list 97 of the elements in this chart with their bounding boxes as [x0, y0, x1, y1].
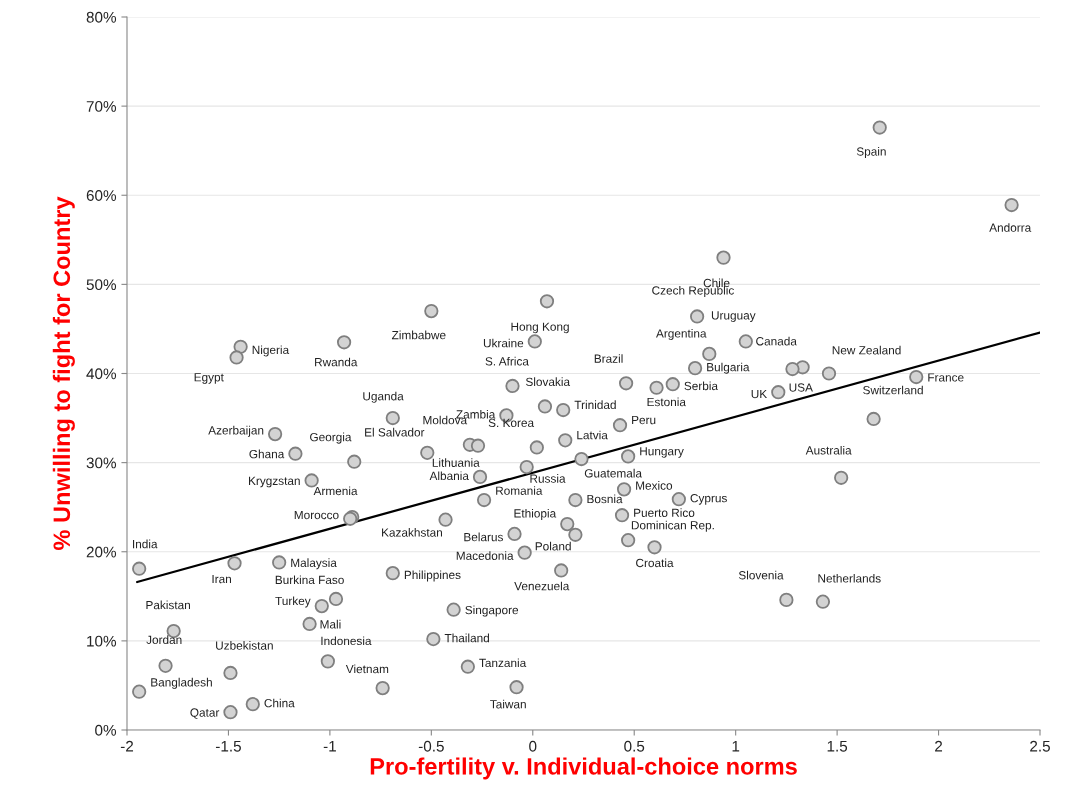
- annotation: Chile: [703, 278, 730, 288]
- x-axis-title: Pro-fertility v. Individual-choice norms: [370, 757, 797, 780]
- x-tick-label: 1: [732, 740, 740, 752]
- x-tick-label: 2.5: [1030, 740, 1050, 752]
- annotation: Ghana: [249, 449, 285, 459]
- annotation: Dominican Rep.: [631, 520, 714, 532]
- y-tick-label: 40%: [86, 368, 117, 380]
- annotation: Morocco: [294, 510, 339, 520]
- annotation: Trinidad: [574, 400, 616, 410]
- annotation: Poland: [535, 541, 571, 551]
- annotation: Thailand: [444, 633, 489, 643]
- y-tick-label: 80%: [86, 11, 117, 23]
- annotation: Egypt: [194, 373, 224, 384]
- annotation: Lithuania: [432, 458, 480, 467]
- annotation: Serbia: [684, 381, 719, 391]
- annotation: Azerbaijan: [208, 425, 264, 437]
- annotation: France: [928, 373, 964, 382]
- annotation: Romania: [496, 486, 543, 495]
- annotation: Venezuela: [514, 581, 570, 591]
- annotation: Bosnia: [587, 494, 623, 504]
- annotation: Tanzania: [479, 658, 527, 668]
- annotation: Malaysia: [291, 558, 337, 570]
- annotation: Hong Kong: [511, 322, 569, 334]
- annotation: Argentina: [656, 328, 707, 340]
- annotation: Russia: [530, 474, 566, 483]
- annotation: Slovenia: [738, 570, 784, 580]
- annotation: Qatar: [190, 708, 220, 719]
- x-tick-label: -1.5: [215, 740, 241, 752]
- annotation: New Zealand: [832, 345, 901, 355]
- annotation: Rwanda: [315, 357, 358, 367]
- annotation: Georgia: [310, 432, 352, 444]
- y-axis-title: % Unwilling to fight for Country: [52, 196, 75, 550]
- y-tick-label: 10%: [87, 635, 117, 647]
- annotation: Latvia: [577, 430, 608, 440]
- annotation: Krygzstan: [249, 476, 300, 488]
- annotation: Czech Republic: [652, 285, 734, 297]
- annotation: Uruguay: [711, 311, 756, 322]
- annotation: Belarus: [464, 532, 503, 542]
- annotation: Zimbabwe: [391, 330, 446, 340]
- annotation: Iran: [212, 574, 231, 584]
- annotation: Albania: [429, 471, 469, 481]
- annotation: Andorra: [989, 223, 1032, 232]
- annotation: Singapore: [465, 605, 519, 617]
- annotation: Jordan: [146, 635, 182, 644]
- annotation: Macedonia: [456, 551, 514, 560]
- annotation: Uzbekistan: [216, 641, 273, 650]
- annotation: China: [264, 698, 295, 708]
- annotation: Hungary: [640, 447, 684, 458]
- x-tick-label: 2: [935, 740, 943, 752]
- annotation: Burkina Faso: [275, 575, 344, 585]
- annotation: India: [133, 539, 158, 549]
- annotation: Pakistan: [146, 600, 190, 610]
- annotation: Bangladesh: [151, 677, 212, 689]
- y-tick-label: 20%: [86, 546, 117, 558]
- annotation: Indonesia: [321, 636, 372, 646]
- annotation: Croatia: [636, 558, 674, 568]
- y-tick-label: 50%: [86, 279, 117, 291]
- annotation: Slovakia: [525, 377, 571, 387]
- y-tick-label: 70%: [86, 100, 117, 112]
- annotation: Turkey: [275, 596, 311, 608]
- annotation: Mexico: [636, 481, 673, 490]
- annotation: Taiwan: [490, 699, 526, 709]
- x-tick-label: -0.5: [418, 740, 444, 752]
- annotation: Bulgaria: [707, 362, 750, 374]
- y-tick-label: 60%: [86, 190, 117, 201]
- annotation: Ukraine: [483, 338, 524, 348]
- y-tick-label: 30%: [86, 457, 117, 469]
- annotation: Canada: [756, 336, 797, 346]
- x-tick-label: 0: [529, 740, 537, 752]
- y-tick-label: 0%: [95, 724, 117, 736]
- annotation: Brazil: [594, 354, 623, 363]
- annotation: Nigeria: [252, 345, 290, 357]
- x-tick-label: 0.5: [624, 740, 645, 752]
- annotation: Vietnam: [345, 664, 389, 674]
- annotation: Uganda: [363, 391, 404, 403]
- annotation: Switzerland: [863, 385, 923, 395]
- annotation: Mali: [320, 619, 341, 629]
- annotation: Guatemala: [584, 468, 642, 478]
- x-tick-label: -2: [120, 740, 134, 752]
- annotation: El Salvador: [365, 427, 425, 437]
- annotation: UK: [751, 389, 768, 399]
- annotation: Peru: [632, 415, 656, 425]
- annotation: Cyprus: [690, 493, 727, 505]
- annotation: Philippines: [404, 570, 461, 582]
- x-tick-label: -1: [323, 740, 336, 752]
- annotation: Kazakhstan: [382, 528, 442, 537]
- annotation: Ethiopia: [514, 508, 557, 520]
- annotation: Spain: [856, 147, 886, 159]
- annotation: Puerto Rico: [634, 508, 695, 517]
- annotation: Australia: [805, 445, 852, 455]
- annotation: S. Korea: [488, 418, 535, 428]
- annotation: Netherlands: [818, 573, 881, 583]
- annotation: Armenia: [313, 486, 358, 496]
- annotation: Estonia: [647, 397, 686, 407]
- annotation: USA: [789, 383, 813, 392]
- annotation: S. Africa: [485, 356, 529, 366]
- x-tick-label: 1.5: [827, 740, 848, 752]
